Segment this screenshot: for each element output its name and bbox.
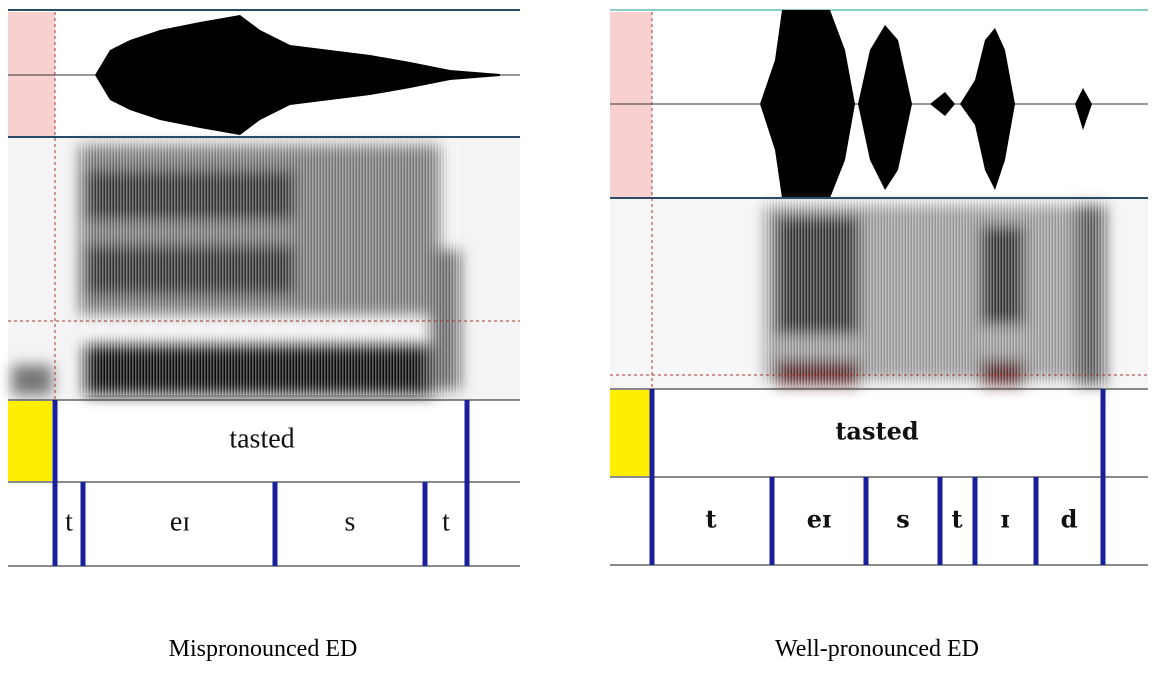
phone-label: t bbox=[442, 506, 450, 537]
word-label: tasted bbox=[229, 423, 294, 454]
phone-label: eɪ bbox=[170, 506, 190, 537]
phone-label: t bbox=[65, 506, 73, 537]
phone-label: eɪ bbox=[807, 505, 831, 534]
caption: Well-pronounced ED bbox=[775, 636, 979, 662]
waveform bbox=[95, 15, 500, 135]
tier-selection bbox=[610, 390, 652, 476]
word-label: tasted bbox=[835, 417, 919, 446]
phone-label: d bbox=[1061, 505, 1078, 534]
waveform bbox=[760, 10, 1092, 198]
panel-well-pronounced: tasted t eɪ s t ɪ d Well-pronounced ED bbox=[610, 9, 1148, 662]
phone-label: t bbox=[951, 505, 962, 534]
caption: Mispronounced ED bbox=[169, 636, 358, 662]
tier-selection bbox=[8, 401, 52, 481]
phone-label: ɪ bbox=[1000, 505, 1009, 534]
panel-mispronounced: tasted t eɪ s t Mispronounced ED bbox=[8, 9, 520, 662]
selection bbox=[610, 12, 652, 198]
phone-label: s bbox=[896, 505, 910, 534]
phone-label: t bbox=[705, 505, 716, 534]
phone-label: s bbox=[345, 506, 356, 537]
